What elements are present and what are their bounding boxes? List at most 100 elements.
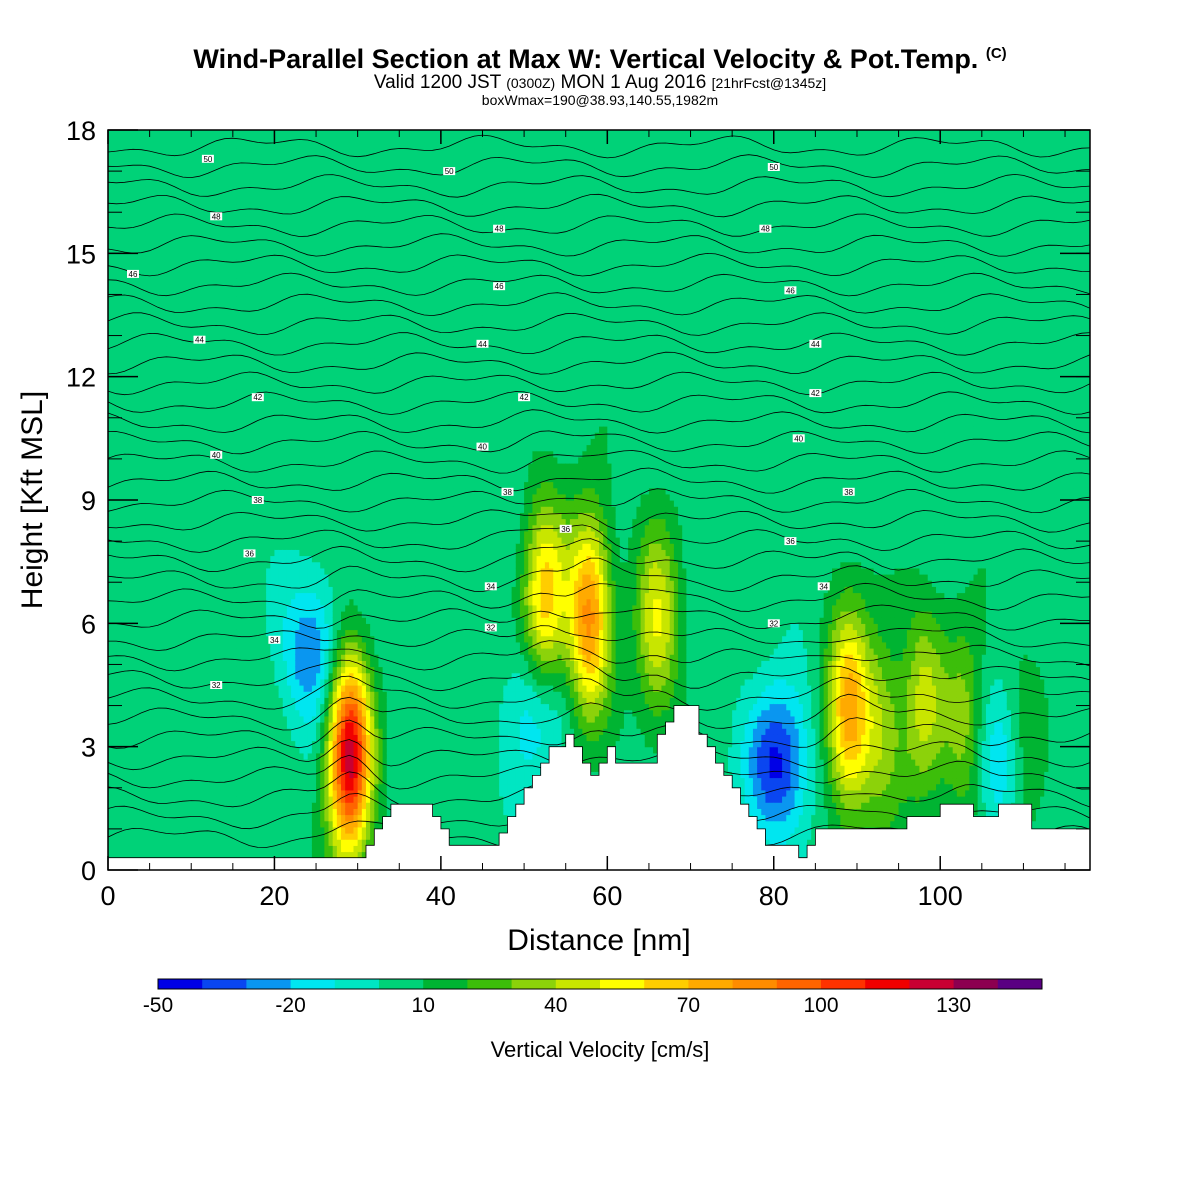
velocity-cell	[166, 339, 172, 347]
velocity-cell	[166, 315, 172, 322]
velocity-cell	[232, 820, 238, 828]
velocity-cell	[174, 740, 180, 748]
velocity-cell	[257, 296, 263, 304]
velocity-cell	[137, 845, 142, 853]
velocity-cell	[174, 826, 180, 834]
velocity-cell	[274, 142, 280, 150]
velocity-cell	[257, 204, 263, 211]
velocity-cell	[178, 537, 184, 544]
velocity-cell	[108, 728, 113, 735]
velocity-cell	[166, 660, 172, 668]
velocity-cell	[232, 802, 238, 809]
velocity-cell	[124, 444, 130, 452]
velocity-cell	[274, 154, 280, 162]
velocity-cell	[149, 574, 155, 581]
velocity-cell	[132, 222, 138, 230]
velocity-cell	[199, 352, 205, 359]
velocity-cell	[278, 740, 284, 748]
velocity-cell	[216, 345, 221, 353]
velocity-cell	[212, 802, 217, 809]
velocity-cell	[182, 512, 188, 520]
velocity-cell	[149, 438, 155, 446]
velocity-cell	[266, 648, 271, 655]
velocity-cell	[178, 487, 184, 495]
velocity-cell	[253, 783, 259, 791]
velocity-cell	[199, 802, 205, 809]
velocity-cell	[141, 136, 147, 143]
velocity-cell	[228, 629, 234, 637]
velocity-cell	[232, 469, 238, 476]
velocity-cell	[182, 685, 188, 692]
velocity-cell	[141, 580, 147, 587]
velocity-cell	[178, 500, 184, 507]
velocity-cell	[174, 851, 180, 859]
velocity-cell	[257, 851, 263, 859]
velocity-cell	[224, 839, 230, 846]
velocity-cell	[232, 765, 238, 772]
velocity-cell	[178, 629, 184, 637]
velocity-cell	[137, 543, 142, 550]
velocity-cell	[112, 549, 117, 557]
velocity-cell	[236, 715, 242, 723]
velocity-cell	[132, 678, 138, 686]
velocity-cell	[203, 419, 209, 427]
velocity-cell	[124, 703, 130, 711]
velocity-cell	[137, 345, 142, 353]
velocity-cell	[253, 173, 259, 180]
velocity-cell	[124, 506, 130, 513]
velocity-cell	[257, 826, 263, 834]
velocity-cell	[174, 660, 180, 668]
velocity-cell	[249, 154, 255, 162]
velocity-cell	[128, 296, 134, 304]
velocity-cell	[241, 487, 246, 495]
velocity-cell	[245, 173, 251, 180]
velocity-cell	[141, 247, 147, 254]
velocity-cell	[228, 481, 234, 489]
velocity-cell	[261, 592, 267, 600]
velocity-cell	[108, 796, 113, 803]
velocity-cell	[149, 789, 155, 797]
velocity-cell	[162, 752, 167, 760]
velocity-cell	[236, 358, 242, 365]
velocity-cell	[157, 746, 163, 754]
velocity-cell	[141, 487, 147, 495]
velocity-cell	[124, 487, 130, 495]
velocity-cell	[120, 481, 126, 489]
velocity-cell	[153, 130, 159, 137]
velocity-cell	[257, 814, 263, 822]
velocity-cell	[166, 426, 172, 433]
velocity-cell	[132, 802, 138, 809]
velocity-cell	[132, 191, 138, 199]
velocity-cell	[249, 518, 255, 526]
velocity-cell	[174, 783, 180, 791]
velocity-cell	[207, 851, 213, 859]
velocity-cell	[182, 364, 188, 372]
velocity-cell	[216, 284, 221, 291]
velocity-cell	[245, 154, 251, 162]
velocity-cell	[132, 173, 138, 180]
velocity-cell	[128, 191, 134, 199]
velocity-cell	[162, 826, 167, 834]
velocity-cell	[216, 851, 221, 859]
velocity-cell	[170, 247, 176, 254]
velocity-cell	[182, 839, 188, 846]
velocity-cell	[149, 820, 155, 828]
velocity-cell	[108, 851, 113, 859]
velocity-cell	[257, 413, 263, 421]
velocity-cell	[203, 148, 209, 156]
velocity-cell	[270, 426, 276, 433]
velocity-cell	[232, 345, 238, 353]
velocity-cell	[241, 463, 246, 470]
velocity-cell	[224, 555, 230, 563]
velocity-cell	[187, 808, 192, 816]
velocity-cell	[149, 555, 155, 563]
velocity-cell	[203, 327, 209, 335]
velocity-cell	[187, 333, 192, 341]
velocity-cell	[124, 826, 130, 834]
velocity-cell	[120, 635, 126, 643]
velocity-cell	[257, 518, 263, 526]
velocity-cell	[141, 666, 147, 674]
velocity-cell	[224, 228, 230, 236]
velocity-cell	[266, 290, 271, 298]
velocity-cell	[199, 592, 205, 600]
